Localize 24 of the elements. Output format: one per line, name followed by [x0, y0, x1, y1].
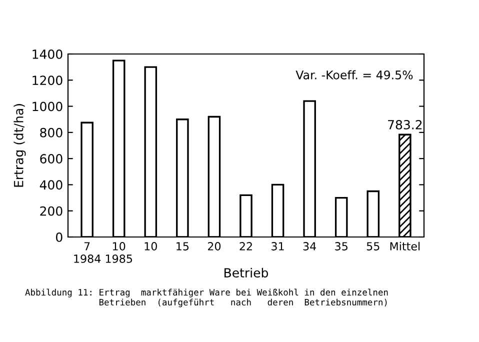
x-tick-label: 55: [366, 242, 380, 250]
y-axis-title: Ertrag (dt/ha): [14, 104, 26, 187]
y-tick-label: 1400: [32, 49, 62, 59]
x-tick-label: 10: [144, 242, 157, 250]
x-tick-label: Mittel: [390, 242, 420, 250]
x-tick-label: 35: [335, 242, 348, 250]
y-tick-label: 400: [40, 180, 62, 190]
x-tick-label: 34: [303, 242, 316, 250]
x-tick-label: 31: [272, 242, 284, 250]
y-tick-label: 200: [40, 206, 62, 216]
y-tick-label: 600: [40, 154, 62, 164]
annotation: Var. -Koeff. = 49.5%: [296, 70, 413, 80]
x-axis-title: Betrieb: [224, 268, 268, 278]
y-tick-label: 0: [56, 232, 62, 242]
text: Abbildung 11: Ertrag marktfähiger Ware bei Weißkohl in den einzelnen Betrieben (aufgeführt nach deren Betriebsnummern): [25, 288, 388, 308]
y-tick-label: 1200: [32, 76, 62, 86]
x-tick-label: 10 1985: [106, 242, 132, 263]
data-label: 783.2: [388, 120, 422, 130]
x-tick-label: 7 1984: [74, 242, 101, 263]
x-tick-label: 22: [240, 242, 252, 250]
x-tick-label: 20: [208, 242, 221, 250]
y-tick-label: 1000: [32, 102, 62, 112]
y-tick-label: 800: [40, 128, 62, 138]
x-tick-label: 15: [176, 242, 189, 250]
